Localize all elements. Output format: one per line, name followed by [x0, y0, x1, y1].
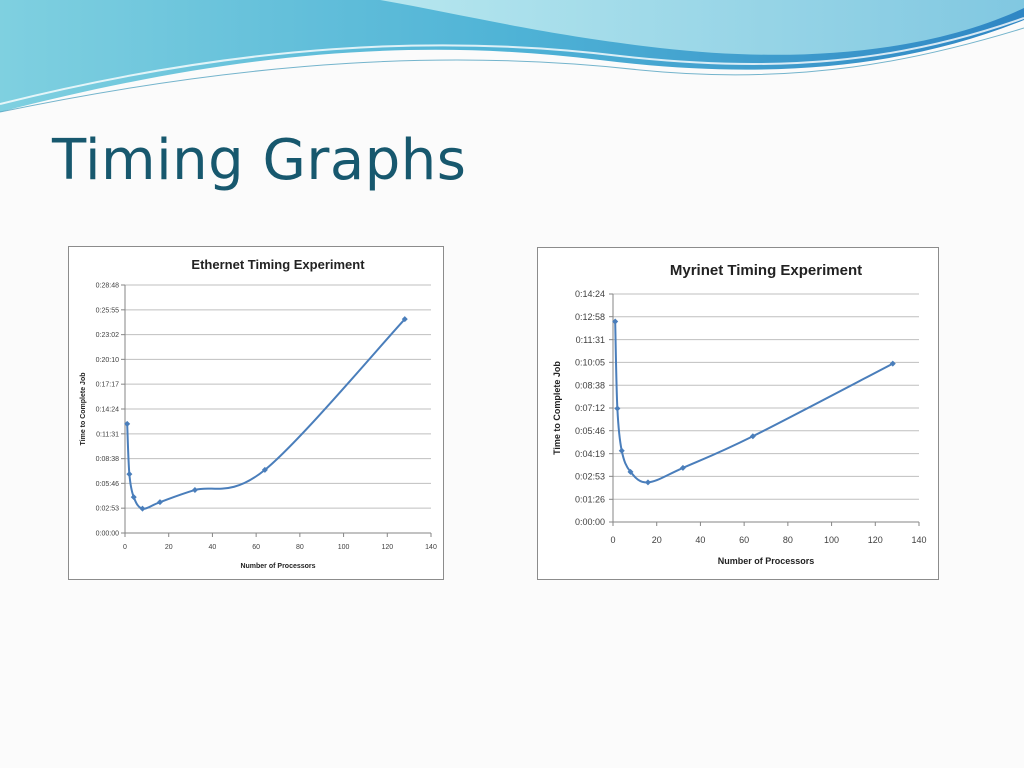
- myrinet-data-point: [749, 433, 756, 440]
- ethernet-y-tick-label: 0:00:00: [96, 530, 119, 537]
- ethernet-data-point: [124, 420, 131, 427]
- myrinet-y-tick-label: 0:05:46: [575, 426, 605, 436]
- myrinet-y-tick-label: 0:00:00: [575, 517, 605, 527]
- myrinet-x-axis-label: Number of Processors: [718, 556, 815, 566]
- myrinet-data-point: [614, 405, 621, 412]
- myrinet-data-point: [679, 464, 686, 471]
- myrinet-data-point: [627, 468, 634, 475]
- ethernet-chart-svg: 0:00:00 0:02:53 0:05:46 0:08:38 0:11:31 0:14:…: [80, 257, 437, 570]
- ethernet-y-axis-label: Time to Complete Job: [80, 373, 87, 446]
- myrinet-y-tick-label: 0:02:53: [575, 471, 605, 481]
- ethernet-y-tick-label: 0:23:02: [96, 332, 119, 339]
- ethernet-x-tick-label: 20: [165, 544, 173, 551]
- myrinet-x-tick-label: 20: [652, 535, 662, 545]
- myrinet-y-axis-label: Time to Complete Job: [552, 361, 562, 455]
- ethernet-x-axis-label: Number of Processors: [240, 563, 315, 570]
- ethernet-x-tick-label: 100: [338, 544, 350, 551]
- myrinet-y-tick-label: 0:10:05: [575, 357, 605, 367]
- ethernet-y-tick-label: 0:20:10: [96, 357, 119, 364]
- ethernet-x-tick-label: 40: [209, 544, 217, 551]
- ethernet-x-tick-label: 120: [381, 544, 393, 551]
- myrinet-data-point: [889, 360, 896, 367]
- myrinet-x-tick-label: 80: [783, 535, 793, 545]
- myrinet-y-tick-label: 0:11:31: [576, 335, 605, 345]
- myrinet-x-tick-label: 60: [739, 535, 749, 545]
- myrinet-y-tick-label: 0:14:24: [575, 289, 605, 299]
- myrinet-x-tick-label: 0: [610, 535, 615, 545]
- ethernet-y-tick-label: 0:08:38: [96, 456, 119, 463]
- ethernet-data-point: [401, 316, 408, 323]
- ethernet-data-point: [156, 499, 163, 506]
- ethernet-series-line: [126, 318, 406, 510]
- ethernet-x-tick-label: 140: [425, 544, 437, 551]
- slide-title: Timing Graphs: [52, 128, 467, 193]
- myrinet-x-tick-label: 140: [911, 535, 926, 545]
- ethernet-y-tick-label: 0:05:46: [96, 481, 119, 488]
- myrinet-timing-chart: 0:00:00 0:01:26 0:02:53 0:04:19 0:05:46 0:07:…: [537, 247, 939, 580]
- myrinet-x-tick-label: 40: [695, 535, 705, 545]
- ethernet-y-tick-label: 0:02:53: [96, 506, 119, 513]
- myrinet-y-tick-label: 0:01:26: [575, 494, 605, 504]
- ethernet-data-point: [130, 494, 137, 501]
- myrinet-x-tick-label: 120: [868, 535, 883, 545]
- ethernet-y-tick-label: 0:25:55: [96, 307, 119, 314]
- myrinet-y-tick-label: 0:12:58: [575, 312, 605, 322]
- ethernet-data-point: [261, 466, 268, 473]
- ethernet-data-point: [191, 486, 198, 493]
- myrinet-data-point: [618, 447, 625, 454]
- myrinet-y-tick-label: 0:04:19: [575, 449, 605, 459]
- ethernet-y-tick-label: 0:28:48: [96, 282, 119, 289]
- myrinet-data-point: [612, 318, 619, 325]
- myrinet-chart-title: Myrinet Timing Experiment: [670, 262, 862, 279]
- ethernet-y-tick-label: 0:17:17: [96, 382, 119, 389]
- ethernet-y-tick-label: 0:14:24: [96, 406, 119, 413]
- ethernet-x-tick-label: 80: [296, 544, 304, 551]
- myrinet-series-line: [614, 321, 894, 484]
- ethernet-timing-chart: 0:00:00 0:02:53 0:05:46 0:08:38 0:11:31 0:14:…: [68, 246, 444, 580]
- myrinet-y-tick-label: 0:07:12: [575, 403, 605, 413]
- ethernet-y-tick-label: 0:11:31: [96, 431, 119, 438]
- ethernet-x-tick-label: 60: [252, 544, 260, 551]
- ethernet-x-tick-label: 0: [123, 544, 127, 551]
- myrinet-y-tick-label: 0:08:38: [575, 380, 605, 390]
- myrinet-x-tick-label: 100: [824, 535, 839, 545]
- ethernet-data-point: [126, 471, 133, 478]
- ethernet-chart-title: Ethernet Timing Experiment: [191, 257, 365, 272]
- ethernet-data-point: [139, 505, 146, 512]
- myrinet-chart-svg: 0:00:00 0:01:26 0:02:53 0:04:19 0:05:46 0:07:…: [552, 262, 927, 566]
- myrinet-data-point: [644, 479, 651, 486]
